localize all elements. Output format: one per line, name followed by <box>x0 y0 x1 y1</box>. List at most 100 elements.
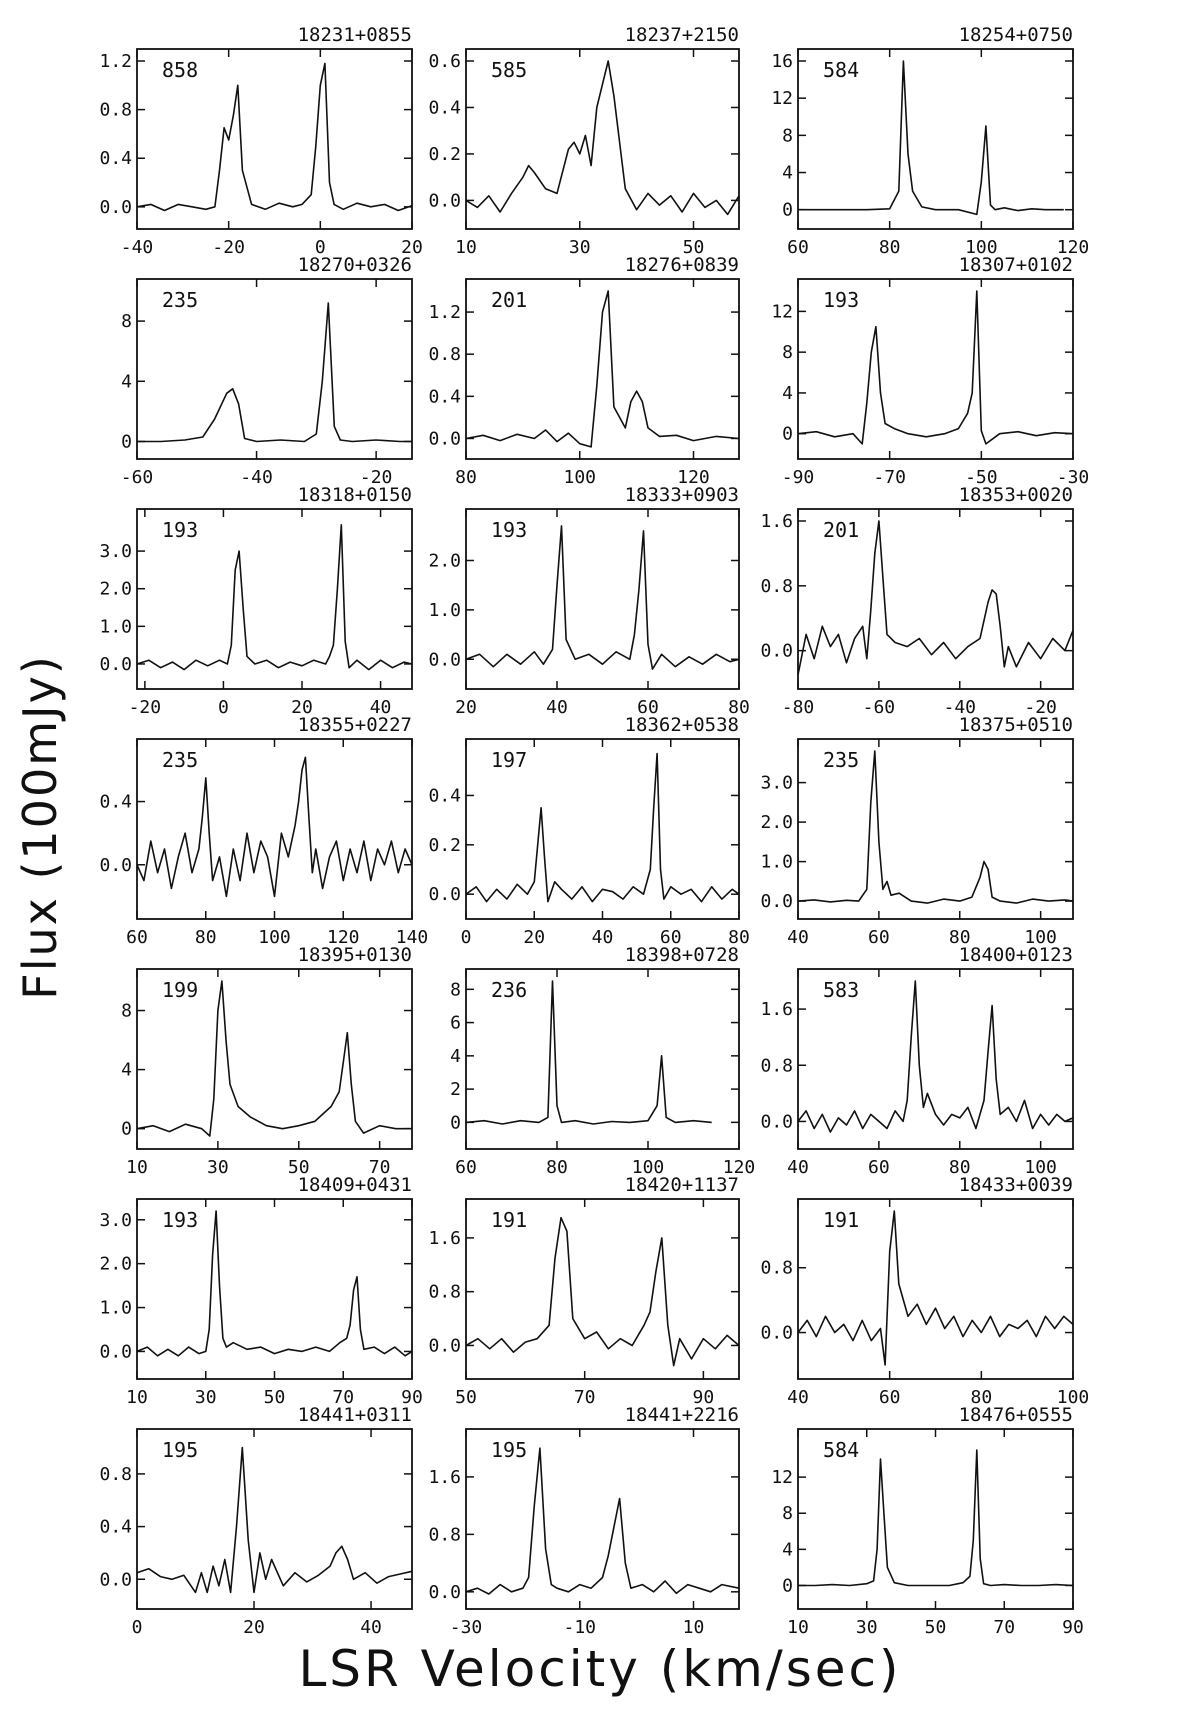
x-tick-label: 80 <box>970 1387 992 1408</box>
y-tick-label: 0.0 <box>99 197 132 218</box>
y-tick-label: 8 <box>121 311 132 332</box>
y-tick-label: 1.0 <box>99 1298 132 1319</box>
panel-title: 18409+0431 <box>298 1174 412 1196</box>
y-tick-label: 4 <box>782 383 793 404</box>
panel-annotation: 195 <box>162 1438 198 1462</box>
spectrum-line <box>798 60 1064 216</box>
panel-annotation: 193 <box>162 518 198 542</box>
x-tick-label: 10 <box>787 1617 809 1638</box>
spectrum-line <box>136 62 413 212</box>
x-tick-label: -40 <box>240 467 273 488</box>
panel-frame <box>797 278 1074 460</box>
y-tick-label: 8 <box>782 1503 793 1524</box>
x-tick-label: 40 <box>370 697 392 718</box>
x-tick-label: -90 <box>782 467 815 488</box>
x-tick-label: 70 <box>993 1617 1015 1638</box>
x-tick-label: 40 <box>787 1157 809 1178</box>
x-tick-label: 20 <box>291 697 313 718</box>
panel-annotation: 197 <box>491 748 527 772</box>
panel-title: 18333+0903 <box>625 484 739 506</box>
y-tick-label: 0.8 <box>99 1464 132 1485</box>
x-tick-label: 120 <box>1057 237 1090 258</box>
panel-frame <box>797 738 1074 920</box>
x-tick-label: 120 <box>677 467 710 488</box>
y-tick-label: 0.0 <box>428 1335 461 1356</box>
y-tick-label: 12 <box>771 1467 793 1488</box>
panel-frame <box>465 508 740 690</box>
panel-frame <box>797 1198 1074 1380</box>
panel-frame <box>797 48 1074 230</box>
x-tick-label: 30 <box>569 237 591 258</box>
x-tick-label: 80 <box>195 927 217 948</box>
spectrum-line <box>797 1210 1074 1366</box>
panel-annotation: 584 <box>823 58 859 82</box>
y-tick-label: 0 <box>782 1575 793 1596</box>
panel-annotation: 235 <box>162 288 198 312</box>
x-tick-label: 50 <box>264 1387 286 1408</box>
y-tick-label: 0.0 <box>428 190 461 211</box>
x-tick-label: 10 <box>126 1157 148 1178</box>
panel-frame <box>136 278 413 460</box>
spectrum-line <box>136 1446 413 1594</box>
spectrum-line <box>797 980 1074 1133</box>
spectrum-line <box>465 752 740 903</box>
y-tick-label: 8 <box>782 125 793 146</box>
spectrum-line <box>797 750 1074 904</box>
x-tick-label: 80 <box>728 927 750 948</box>
y-tick-label: 12 <box>771 88 793 109</box>
y-tick-label: 4 <box>782 1539 793 1560</box>
x-tick-label: 50 <box>288 1157 310 1178</box>
y-tick-label: 0.8 <box>99 100 132 121</box>
y-tick-label: 8 <box>121 1001 132 1022</box>
x-tick-label: -30 <box>450 1617 483 1638</box>
x-tick-label: 40 <box>360 1617 382 1638</box>
x-tick-label: -20 <box>1024 697 1057 718</box>
x-tick-label: 70 <box>369 1157 391 1178</box>
panel-annotation: 201 <box>823 518 859 542</box>
y-tick-label: 2.0 <box>428 551 461 572</box>
spectrum-line <box>465 60 740 216</box>
x-tick-label: -40 <box>121 237 154 258</box>
x-tick-label: 30 <box>856 1617 878 1638</box>
y-tick-label: 1.6 <box>428 1467 461 1488</box>
x-tick-label: 120 <box>327 927 360 948</box>
y-tick-label: 4 <box>450 1046 461 1067</box>
x-tick-label: 40 <box>546 697 568 718</box>
spectrum-line <box>136 1210 413 1357</box>
y-tick-label: 0.4 <box>99 148 132 169</box>
panel-frame <box>136 508 413 690</box>
y-tick-label: 0.8 <box>428 1524 461 1545</box>
y-tick-label: 0 <box>121 1119 132 1140</box>
x-tick-label: 50 <box>925 1617 947 1638</box>
panel-title: 18318+0150 <box>298 484 412 506</box>
y-tick-label: 0.0 <box>99 1341 132 1362</box>
x-tick-label: 90 <box>693 1387 715 1408</box>
x-axis-label: LSR Velocity (km/sec) <box>298 1640 902 1698</box>
panel-annotation: 201 <box>491 288 527 312</box>
x-tick-label: 10 <box>683 1617 705 1638</box>
panel-title: 18353+0020 <box>959 484 1073 506</box>
x-tick-label: 20 <box>401 237 423 258</box>
x-tick-label: 20 <box>243 1617 265 1638</box>
panel-title: 18441+0311 <box>298 1404 412 1426</box>
x-tick-label: -50 <box>965 467 998 488</box>
panel-frame <box>465 48 740 230</box>
x-tick-label: 0 <box>218 697 229 718</box>
x-tick-label: 40 <box>787 1387 809 1408</box>
y-tick-label: 0.8 <box>428 344 461 365</box>
spectrum-line <box>136 756 413 898</box>
panel-title: 18476+0555 <box>959 1404 1073 1426</box>
panel-frame <box>465 278 740 460</box>
x-tick-label: -10 <box>563 1617 596 1638</box>
y-tick-label: 1.6 <box>760 999 793 1020</box>
spectrum-line <box>797 290 1074 445</box>
panel-annotation: 858 <box>162 58 198 82</box>
panel-frame <box>465 968 740 1150</box>
y-tick-label: 0 <box>121 431 132 452</box>
spectrum-line <box>465 1216 740 1367</box>
panel-title: 18420+1137 <box>625 1174 739 1196</box>
panel-annotation: 199 <box>162 978 198 1002</box>
panel-annotation: 193 <box>162 1208 198 1232</box>
x-tick-label: 60 <box>868 1157 890 1178</box>
y-tick-label: 3.0 <box>99 541 132 562</box>
